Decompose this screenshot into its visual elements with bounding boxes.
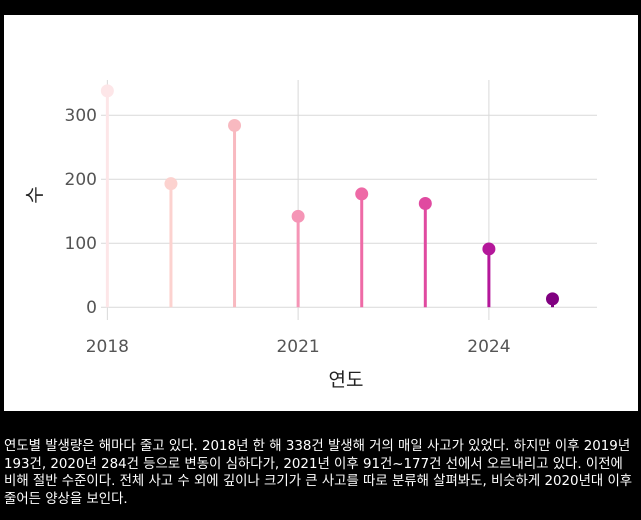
lollipop-dot	[164, 177, 178, 191]
chart-caption: 연도별 발생량은 해마다 줄고 있다. 2018년 한 해 338건 발생해 거…	[4, 439, 633, 507]
x-tick-label: 2018	[86, 337, 129, 357]
lollipop-dot	[482, 242, 496, 256]
x-tick-label: 2021	[276, 337, 319, 357]
y-tick-label: 300	[65, 106, 97, 126]
lollipop-dot	[545, 292, 559, 306]
tick-label-layer: 0 100 200 300 2018 2021 2024	[65, 106, 511, 357]
dot-layer	[100, 84, 559, 306]
stem-layer	[105, 90, 554, 308]
lollipop-dot	[355, 187, 369, 201]
lollipop-dot	[228, 118, 242, 132]
lollipop-dot	[100, 84, 114, 98]
y-tick-label: 100	[65, 234, 97, 254]
y-tick-label: 200	[65, 170, 97, 190]
x-tick-label: 2024	[467, 337, 510, 357]
lollipop-chart: 0 100 200 300 2018 2021 2024 연도 수	[24, 80, 597, 391]
chart-panel: 0 100 200 300 2018 2021 2024 연도 수	[4, 15, 638, 411]
y-axis-title: 수	[24, 186, 46, 203]
lollipop-dot	[291, 209, 305, 223]
x-axis-title: 연도	[329, 369, 364, 391]
y-tick-label: 0	[86, 298, 97, 318]
grid-layer	[101, 80, 597, 320]
lollipop-dot	[418, 197, 432, 211]
